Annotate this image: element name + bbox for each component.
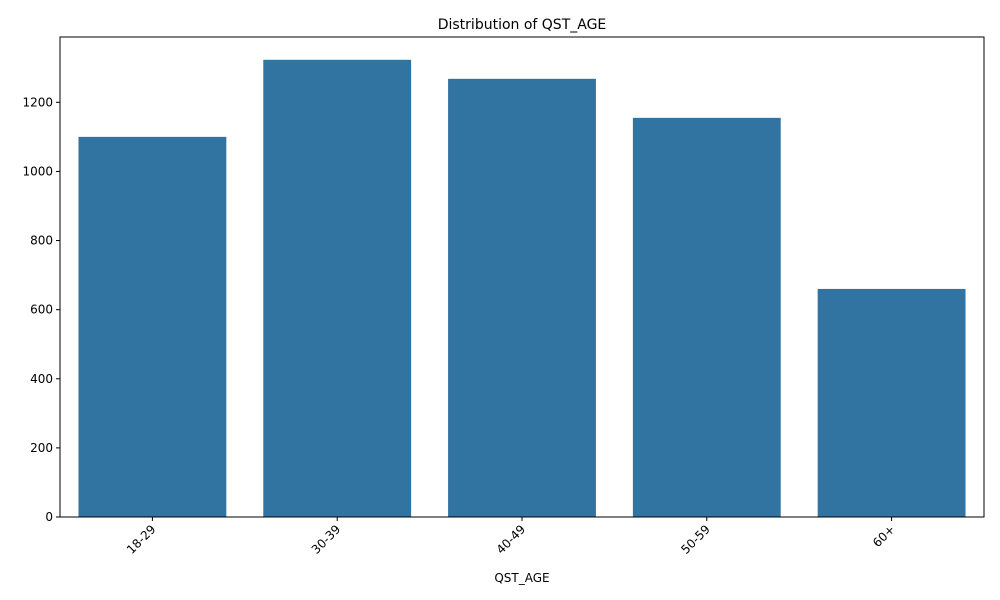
bar-40-49 bbox=[448, 78, 596, 517]
bar-30-39 bbox=[263, 59, 412, 518]
x-tick-label-60+: 60+ bbox=[870, 522, 898, 550]
x-tick-label-18-29: 18-29 bbox=[124, 522, 159, 557]
x-tick-label-40-49: 40-49 bbox=[494, 522, 529, 557]
y-tick-label-400: 400 bbox=[30, 372, 53, 386]
bars-group bbox=[78, 59, 966, 518]
y-tick-label-1200: 1200 bbox=[22, 95, 53, 109]
y-tick-label-0: 0 bbox=[45, 510, 53, 524]
bar-60+ bbox=[817, 288, 966, 517]
bar-50-59 bbox=[632, 117, 781, 518]
bar-18-29 bbox=[78, 136, 227, 517]
x-axis-title: QST_AGE bbox=[494, 571, 549, 585]
y-tick-label-600: 600 bbox=[30, 303, 53, 317]
y-tick-label-800: 800 bbox=[30, 234, 53, 248]
y-axis: 0 200 400 600 800 1000 1200 bbox=[22, 95, 60, 524]
y-tick-label-1000: 1000 bbox=[22, 164, 53, 178]
plot-frame bbox=[59, 36, 985, 518]
x-axis: 18-29 30-39 40-49 50-59 60+ bbox=[124, 517, 898, 557]
x-tick-label-30-39: 30-39 bbox=[309, 522, 344, 557]
chart-title: Distribution of QST_AGE bbox=[438, 17, 607, 33]
y-tick-label-200: 200 bbox=[30, 441, 53, 455]
x-tick-label-50-59: 50-59 bbox=[678, 522, 713, 557]
